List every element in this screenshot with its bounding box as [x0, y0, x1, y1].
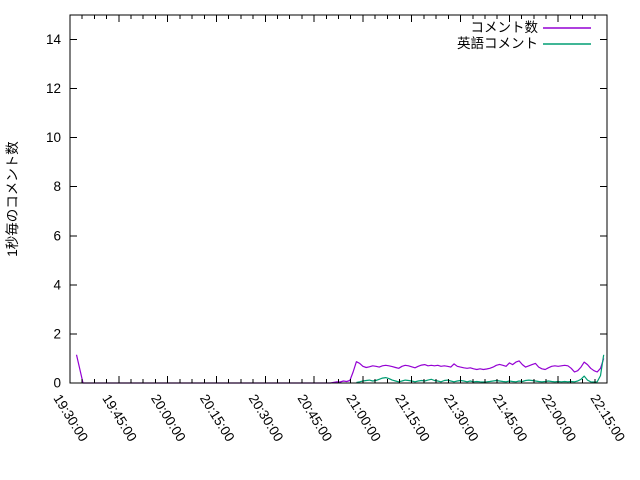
legend-label: コメント数	[471, 20, 539, 35]
y-tick-label: 2	[53, 326, 61, 341]
plot-series	[75, 354, 605, 384]
y-tick-label: 14	[46, 32, 62, 47]
series-line-english-comments	[356, 354, 605, 384]
axes	[69, 14, 608, 384]
y-axis-tick-labels: 0 2 4 6 8 10 12 14	[46, 32, 62, 390]
legend-entry: コメント数	[471, 20, 591, 35]
y-tick-label: 6	[53, 228, 61, 243]
legend-label: 英語コメント	[457, 35, 538, 51]
y-tick-label: 10	[46, 130, 61, 145]
y-tick-label: 8	[53, 179, 61, 194]
y-tick-label: 0	[53, 376, 61, 391]
series-line-comment-count	[75, 354, 605, 384]
y-tick-label: 4	[53, 277, 61, 292]
y-tick-label: 12	[46, 81, 61, 96]
legend-entry: 英語コメント	[457, 35, 591, 51]
y-axis-label: 1秒毎のコメント数	[5, 141, 20, 257]
